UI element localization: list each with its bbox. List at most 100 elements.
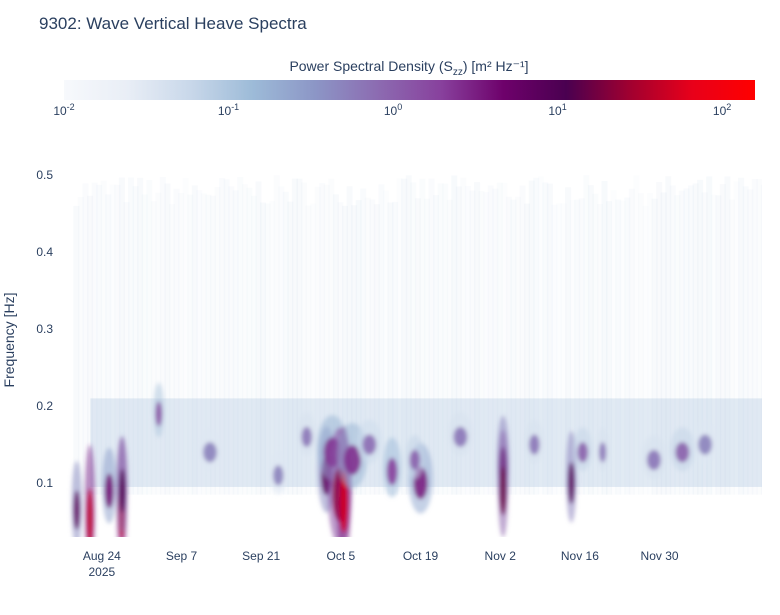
background-column bbox=[146, 180, 153, 495]
spectral-event bbox=[343, 445, 361, 475]
spectral-event bbox=[301, 426, 312, 447]
background-column bbox=[419, 178, 426, 495]
background-column bbox=[697, 179, 704, 495]
x-axis-ticks: Aug 24 2025 Sep 7 Sep 21 Oct 5 Oct 19 Nov 2 Nov… bbox=[83, 549, 679, 579]
background-column bbox=[105, 194, 112, 495]
colorbar-tick-exponent: -2 bbox=[67, 102, 75, 112]
background-column bbox=[733, 181, 740, 495]
background-column bbox=[182, 177, 189, 495]
background-column bbox=[546, 183, 553, 495]
background-column bbox=[296, 178, 303, 495]
background-column bbox=[332, 194, 339, 495]
background-column bbox=[669, 185, 676, 495]
background-column bbox=[355, 200, 362, 495]
background-column bbox=[474, 182, 481, 495]
background-column bbox=[319, 183, 326, 495]
background-column bbox=[200, 193, 207, 495]
background-column bbox=[282, 191, 289, 495]
background-column bbox=[651, 198, 658, 495]
background-column bbox=[351, 205, 358, 495]
background-column bbox=[519, 185, 526, 495]
background-column bbox=[77, 196, 84, 495]
background-column bbox=[342, 205, 348, 495]
background-column bbox=[373, 204, 380, 495]
background-column bbox=[128, 177, 135, 495]
background-column bbox=[478, 191, 485, 495]
background-column bbox=[678, 190, 685, 495]
background-column bbox=[410, 182, 417, 495]
spectral-event bbox=[362, 434, 377, 455]
background-column bbox=[587, 185, 594, 495]
background-column bbox=[742, 186, 749, 495]
spectral-event bbox=[698, 434, 712, 455]
x-tick-label: Oct 5 bbox=[327, 549, 356, 563]
background-column bbox=[369, 199, 376, 495]
background-column bbox=[228, 186, 235, 495]
background-column bbox=[692, 183, 699, 495]
spectral-event bbox=[73, 490, 80, 530]
background-column bbox=[401, 178, 408, 495]
background-column bbox=[223, 179, 230, 495]
background-column bbox=[269, 201, 276, 495]
background-column bbox=[360, 188, 367, 495]
background-column bbox=[428, 178, 435, 495]
background-column bbox=[569, 199, 576, 495]
background-column bbox=[510, 199, 517, 495]
spectral-event bbox=[105, 473, 114, 508]
colorbar-tick-exponent: 0 bbox=[397, 102, 402, 112]
background-column bbox=[96, 184, 103, 495]
spectral-event bbox=[599, 442, 607, 463]
background-column bbox=[382, 190, 389, 495]
background-column bbox=[560, 203, 567, 495]
background-column bbox=[665, 176, 672, 495]
spectral-events-layer bbox=[71, 382, 718, 537]
spectral-event bbox=[500, 466, 507, 516]
spectral-event bbox=[119, 468, 126, 513]
colorbar-tick-label: 100 bbox=[384, 102, 402, 118]
background-column bbox=[414, 198, 421, 495]
background-column bbox=[114, 184, 121, 495]
background-column bbox=[209, 195, 216, 495]
background-column bbox=[141, 194, 148, 495]
background-column bbox=[219, 177, 226, 495]
spectral-event bbox=[409, 450, 420, 470]
colorbar-tick-base: 10 bbox=[53, 104, 67, 118]
background-column bbox=[760, 184, 762, 495]
background-column bbox=[364, 197, 371, 495]
colorbar-tick-exponent: 1 bbox=[562, 102, 567, 112]
spectral-event bbox=[273, 465, 284, 486]
background-column bbox=[460, 177, 467, 495]
background-column bbox=[301, 182, 308, 495]
background-column bbox=[647, 193, 654, 495]
background-column bbox=[91, 182, 98, 495]
spectral-event bbox=[453, 426, 468, 447]
background-column bbox=[637, 193, 644, 495]
background-column bbox=[619, 200, 626, 495]
background-column bbox=[273, 175, 280, 495]
background-column bbox=[392, 201, 399, 495]
colorbar-tick-label: 10-1 bbox=[218, 102, 239, 118]
background-column bbox=[264, 203, 271, 495]
plot-area bbox=[62, 152, 762, 537]
background-column bbox=[278, 186, 285, 495]
background-column bbox=[442, 183, 449, 495]
background-column bbox=[287, 201, 294, 495]
background-column bbox=[310, 203, 317, 495]
background-column bbox=[701, 192, 708, 495]
background-column bbox=[405, 175, 412, 495]
background-column bbox=[396, 178, 403, 495]
colorbar-tick-label: 101 bbox=[548, 102, 566, 118]
background-column bbox=[551, 204, 558, 495]
spectral-event bbox=[386, 457, 398, 486]
background-column bbox=[469, 190, 476, 495]
background-column bbox=[483, 192, 490, 495]
background-column bbox=[487, 185, 494, 495]
background-column bbox=[496, 182, 503, 495]
y-tick-label: 0.4 bbox=[36, 245, 53, 259]
background-column bbox=[719, 184, 726, 495]
x-tick-label: Aug 24 bbox=[83, 549, 121, 563]
background-column bbox=[578, 198, 585, 495]
background-column bbox=[150, 201, 157, 495]
x-tick-label: Nov 2 bbox=[485, 549, 517, 563]
